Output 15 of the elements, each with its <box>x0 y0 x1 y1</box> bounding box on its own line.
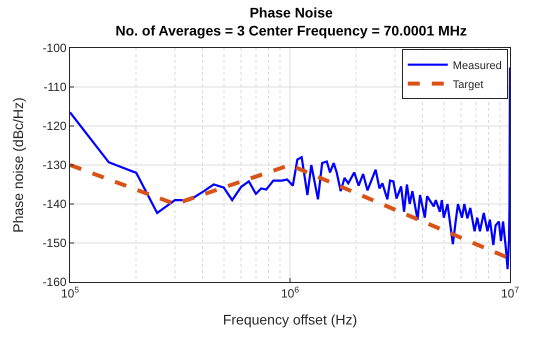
legend-label: Measured <box>452 60 502 72</box>
chart-subtitle: No. of Averages = 3 Center Frequency = 70.0001 MHz <box>115 22 467 39</box>
y-tick-label: -110 <box>43 80 67 94</box>
y-tick-label: -100 <box>42 41 67 56</box>
y-tick-label: -140 <box>42 197 67 212</box>
y-tick-label: -160 <box>42 275 67 290</box>
y-tick-label: -150 <box>42 236 67 250</box>
legend-label: Target <box>452 78 484 91</box>
y-tick-label: -130 <box>42 158 67 172</box>
x-tick-label: 10$^{6}$ <box>280 284 300 300</box>
y-tick-label: -120 <box>42 119 67 134</box>
x-tick-label: 10$^{7}$ <box>500 284 520 300</box>
y-axis-title: Phase noise (dBc/Hz) <box>10 97 26 233</box>
chart-title: Phase Noise <box>250 4 334 21</box>
x-axis-title: Frequency offset (Hz) <box>222 312 358 328</box>
